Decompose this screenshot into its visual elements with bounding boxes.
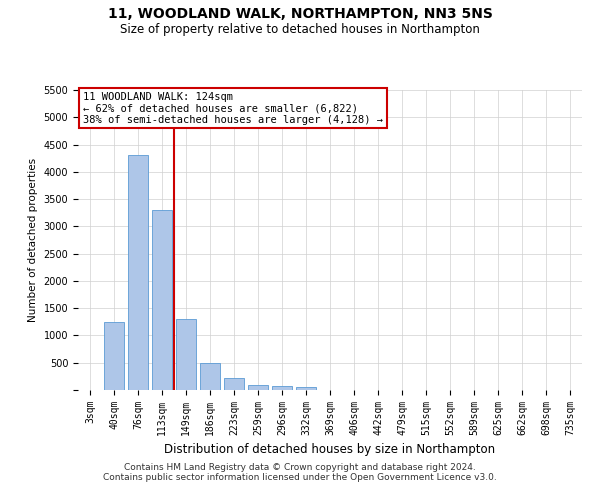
Bar [248,384,268,390]
Text: Contains public sector information licensed under the Open Government Licence v3: Contains public sector information licen… [103,472,497,482]
Bar [200,362,220,390]
Bar [224,378,244,390]
Bar [272,386,292,390]
Bar [176,319,196,390]
Text: 11 WOODLAND WALK: 124sqm
← 62% of detached houses are smaller (6,822)
38% of sem: 11 WOODLAND WALK: 124sqm ← 62% of detach… [83,92,383,124]
Text: Contains HM Land Registry data © Crown copyright and database right 2024.: Contains HM Land Registry data © Crown c… [124,462,476,471]
Text: 11, WOODLAND WALK, NORTHAMPTON, NN3 5NS: 11, WOODLAND WALK, NORTHAMPTON, NN3 5NS [107,8,493,22]
Text: Size of property relative to detached houses in Northampton: Size of property relative to detached ho… [120,22,480,36]
Y-axis label: Number of detached properties: Number of detached properties [28,158,38,322]
Bar [104,322,124,390]
X-axis label: Distribution of detached houses by size in Northampton: Distribution of detached houses by size … [164,444,496,456]
Bar [128,156,148,390]
Bar [152,210,172,390]
Bar [296,388,316,390]
